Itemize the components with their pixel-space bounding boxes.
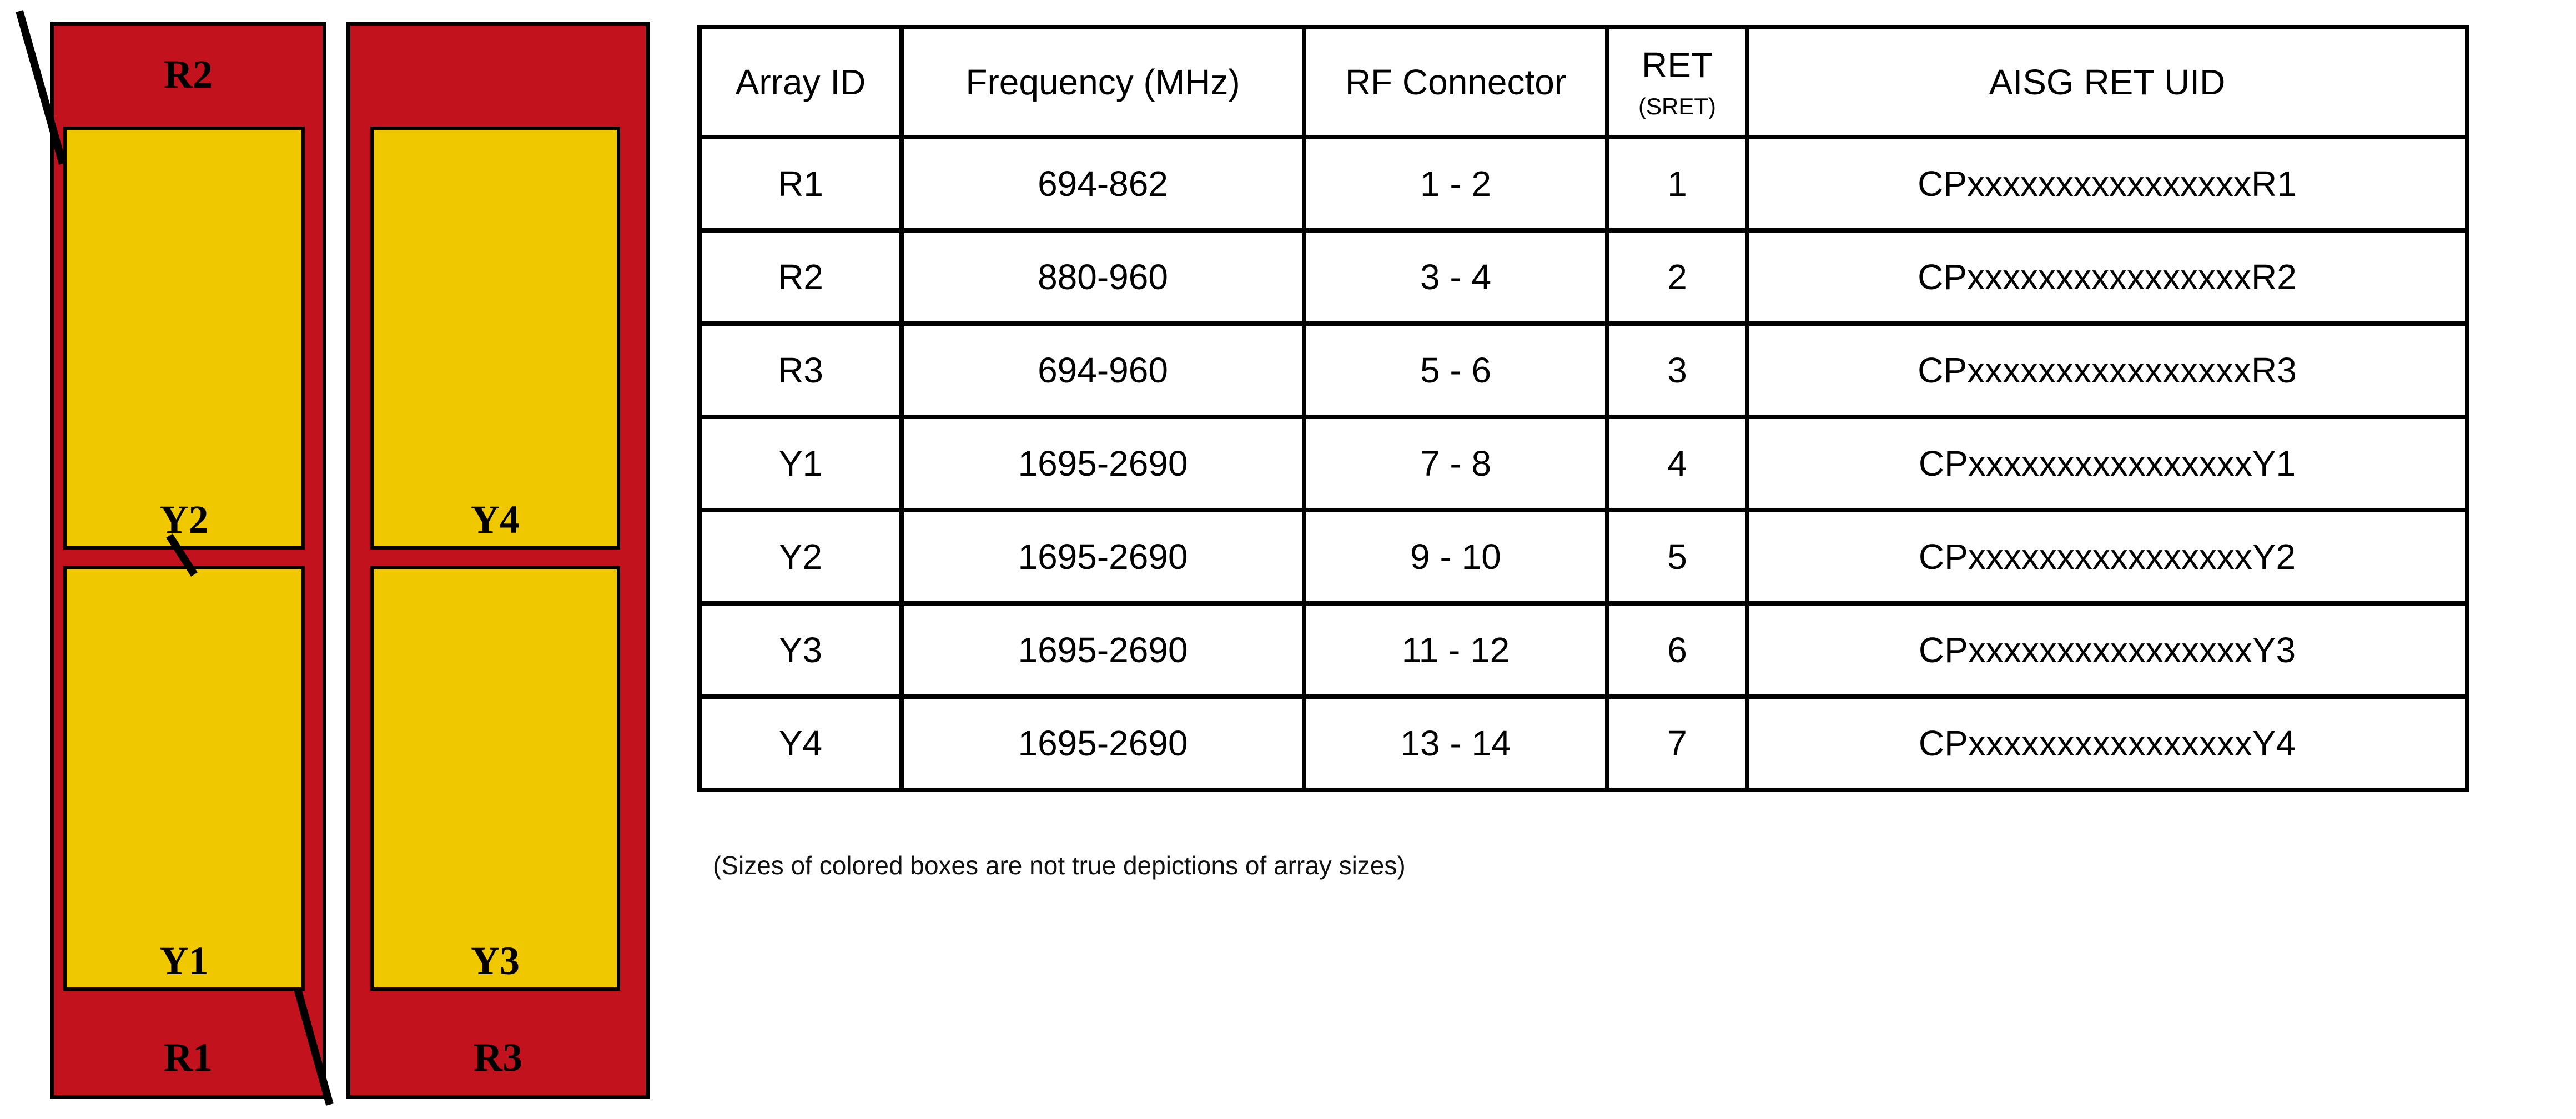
array-spec-table: Array ID Frequency (MHz) RF Connector RE… (697, 25, 2469, 792)
array-id-cell: R3 (697, 321, 904, 419)
rf-connector-cell: 7 - 8 (1302, 415, 1609, 512)
frequency-cell: 1695-2690 (899, 601, 1306, 699)
table-row: Y2 1695-2690 9 - 10 5 CPxxxxxxxxxxxxxxxx… (697, 508, 2469, 606)
array-box-y1: Y1 (63, 566, 305, 991)
ret-cell: 5 (1605, 508, 1749, 606)
frequency-cell: 880-960 (899, 228, 1306, 326)
array-box-y3: Y3 (370, 566, 620, 991)
frequency-cell: 1695-2690 (899, 415, 1306, 512)
ret-cell: 6 (1605, 601, 1749, 699)
array-label-r3: R3 (474, 1035, 522, 1080)
aisg-ret-uid-cell: CPxxxxxxxxxxxxxxxxY2 (1745, 508, 2469, 606)
table-header-row: Array ID Frequency (MHz) RF Connector RE… (697, 25, 2469, 139)
aisg-ret-uid-cell: CPxxxxxxxxxxxxxxxxR3 (1745, 321, 2469, 419)
array-id-cell: Y2 (697, 508, 904, 606)
array-id-cell: Y3 (697, 601, 904, 699)
ret-cell: 7 (1605, 694, 1749, 792)
rf-connector-cell: 5 - 6 (1302, 321, 1609, 419)
array-label-y3: Y3 (471, 939, 520, 983)
table-row: Y4 1695-2690 13 - 14 7 CPxxxxxxxxxxxxxxx… (697, 694, 2469, 792)
array-label-y2: Y2 (159, 497, 209, 542)
aisg-ret-uid-cell: CPxxxxxxxxxxxxxxxxY1 (1745, 415, 2469, 512)
rf-connector-cell: 13 - 14 (1302, 694, 1609, 792)
array-box-y2: Y2 (63, 127, 305, 550)
frequency-cell: 694-862 (899, 135, 1306, 233)
array-id-cell: Y4 (697, 694, 904, 792)
header-array-id: Array ID (697, 25, 904, 139)
ret-cell: 2 (1605, 228, 1749, 326)
ret-cell: 4 (1605, 415, 1749, 512)
array-label-y1: Y1 (159, 939, 209, 983)
aisg-ret-uid-cell: CPxxxxxxxxxxxxxxxxR1 (1745, 135, 2469, 233)
header-frequency: Frequency (MHz) (899, 25, 1306, 139)
frequency-cell: 1695-2690 (899, 508, 1306, 606)
header-ret-main: RET (1642, 45, 1713, 85)
table-row: Y1 1695-2690 7 - 8 4 CPxxxxxxxxxxxxxxxxY… (697, 415, 2469, 512)
array-box-y4: Y4 (370, 127, 620, 550)
array-id-cell: Y1 (697, 415, 904, 512)
aisg-ret-uid-cell: CPxxxxxxxxxxxxxxxxY4 (1745, 694, 2469, 792)
array-id-cell: R1 (697, 135, 904, 233)
rf-connector-cell: 1 - 2 (1302, 135, 1609, 233)
rf-connector-cell: 9 - 10 (1302, 508, 1609, 606)
array-label-r2: R2 (164, 52, 213, 97)
ret-cell: 1 (1605, 135, 1749, 233)
rf-connector-cell: 11 - 12 (1302, 601, 1609, 699)
antenna-panel-left: R2 Y2 Y1 R1 (50, 22, 326, 1099)
aisg-ret-uid-cell: CPxxxxxxxxxxxxxxxxR2 (1745, 228, 2469, 326)
header-ret-sub: (SRET) (1638, 93, 1716, 119)
frequency-cell: 694-960 (899, 321, 1306, 419)
table-row: R3 694-960 5 - 6 3 CPxxxxxxxxxxxxxxxxR3 (697, 321, 2469, 419)
array-id-cell: R2 (697, 228, 904, 326)
header-rf-connector: RF Connector (1302, 25, 1609, 139)
header-aisg-ret-uid: AISG RET UID (1745, 25, 2469, 139)
rf-connector-cell: 3 - 4 (1302, 228, 1609, 326)
antenna-panel-right: Y4 Y3 R3 (346, 22, 650, 1099)
aisg-ret-uid-cell: CPxxxxxxxxxxxxxxxxY3 (1745, 601, 2469, 699)
table-row: R2 880-960 3 - 4 2 CPxxxxxxxxxxxxxxxxR2 (697, 228, 2469, 326)
table-row: Y3 1695-2690 11 - 12 6 CPxxxxxxxxxxxxxxx… (697, 601, 2469, 699)
ret-cell: 3 (1605, 321, 1749, 419)
table-row: R1 694-862 1 - 2 1 CPxxxxxxxxxxxxxxxxR1 (697, 135, 2469, 233)
frequency-cell: 1695-2690 (899, 694, 1306, 792)
array-label-r1: R1 (164, 1035, 213, 1080)
header-ret: RET (SRET) (1605, 25, 1749, 139)
array-label-y4: Y4 (471, 497, 520, 542)
figure-caption: (Sizes of colored boxes are not true dep… (713, 851, 1406, 880)
